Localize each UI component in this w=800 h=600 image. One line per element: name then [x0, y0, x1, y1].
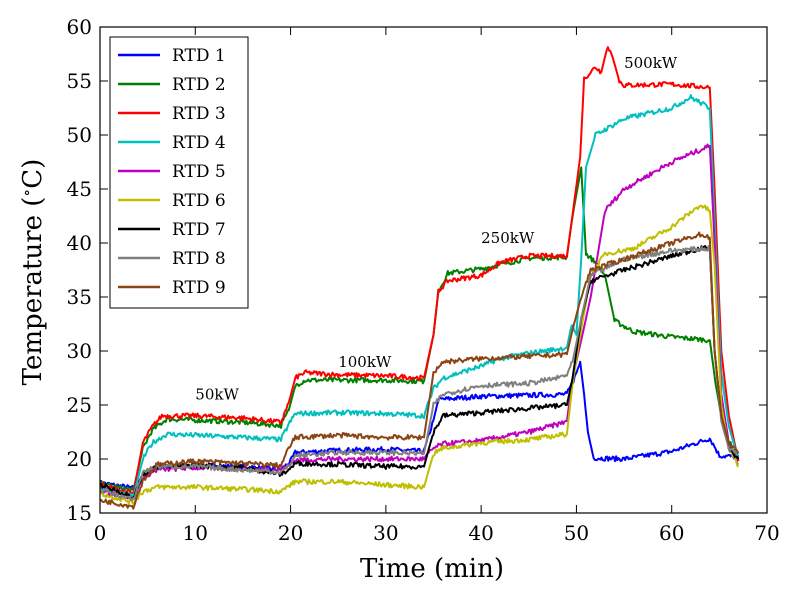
plot-series [100, 46, 740, 510]
y-tick-label: 30 [67, 339, 92, 363]
x-tick-label: 70 [754, 521, 779, 545]
y-axis-title-suffix: C) [18, 159, 48, 189]
plot-frame [99, 26, 768, 514]
x-tick-label: 10 [183, 521, 208, 545]
series-line-rtd-7 [100, 245, 740, 499]
y-axis-title: Temperature (∘C) [17, 159, 48, 386]
annotations: 50kW 100kW 250kW 500kW [195, 54, 678, 404]
x-tick-label: 40 [468, 521, 493, 545]
power-annotation: 250kW [481, 229, 535, 247]
y-tick-label: 40 [67, 231, 92, 255]
legend: RTD 1 RTD 2 RTD 3 RTD 4 RTD 5 RTD 6 RTD 7 RTD 8… [109, 36, 249, 309]
y-tick-label: 45 [67, 177, 92, 201]
y-tick-label: 20 [67, 447, 92, 471]
x-tick-label: 30 [373, 521, 398, 545]
x-tick-label: 0 [94, 521, 107, 545]
x-tick-label: 60 [659, 521, 684, 545]
legend-label: RTD 8 [172, 249, 226, 269]
series-line-rtd-9 [100, 231, 740, 510]
legend-label: RTD 4 [172, 133, 226, 153]
legend-box [109, 36, 249, 309]
y-tick-label: 50 [67, 123, 92, 147]
legend-label: RTD 1 [172, 46, 226, 66]
y-axis-title-prefix: Temperature ( [18, 197, 48, 386]
power-annotation: 50kW [195, 386, 239, 404]
legend-label: RTD 6 [172, 191, 226, 211]
axis-ticks: 0 10 20 30 40 50 60 70 15 20 25 30 35 40 45 50 55 60 [67, 15, 780, 545]
legend-label: RTD 2 [172, 75, 226, 95]
y-tick-label: 25 [67, 393, 92, 417]
legend-label: RTD 3 [172, 104, 226, 124]
y-tick-label: 60 [67, 15, 92, 39]
legend-label: RTD 9 [172, 278, 226, 298]
y-axis-title-degree: ∘ [17, 189, 36, 197]
x-axis-title: Time (min) [360, 554, 504, 584]
power-annotation: 100kW [338, 353, 392, 371]
series-line-rtd-4 [100, 94, 740, 499]
y-tick-label: 15 [67, 501, 92, 525]
x-tick-label: 20 [278, 521, 303, 545]
power-annotation: 500kW [624, 54, 678, 72]
legend-label: RTD 7 [172, 220, 226, 240]
legend-label: RTD 5 [172, 162, 226, 182]
y-tick-label: 35 [67, 285, 92, 309]
x-tick-label: 50 [564, 521, 589, 545]
y-tick-label: 55 [67, 69, 92, 93]
series-line-rtd-6 [100, 204, 740, 505]
series-line-rtd-3 [100, 46, 740, 496]
